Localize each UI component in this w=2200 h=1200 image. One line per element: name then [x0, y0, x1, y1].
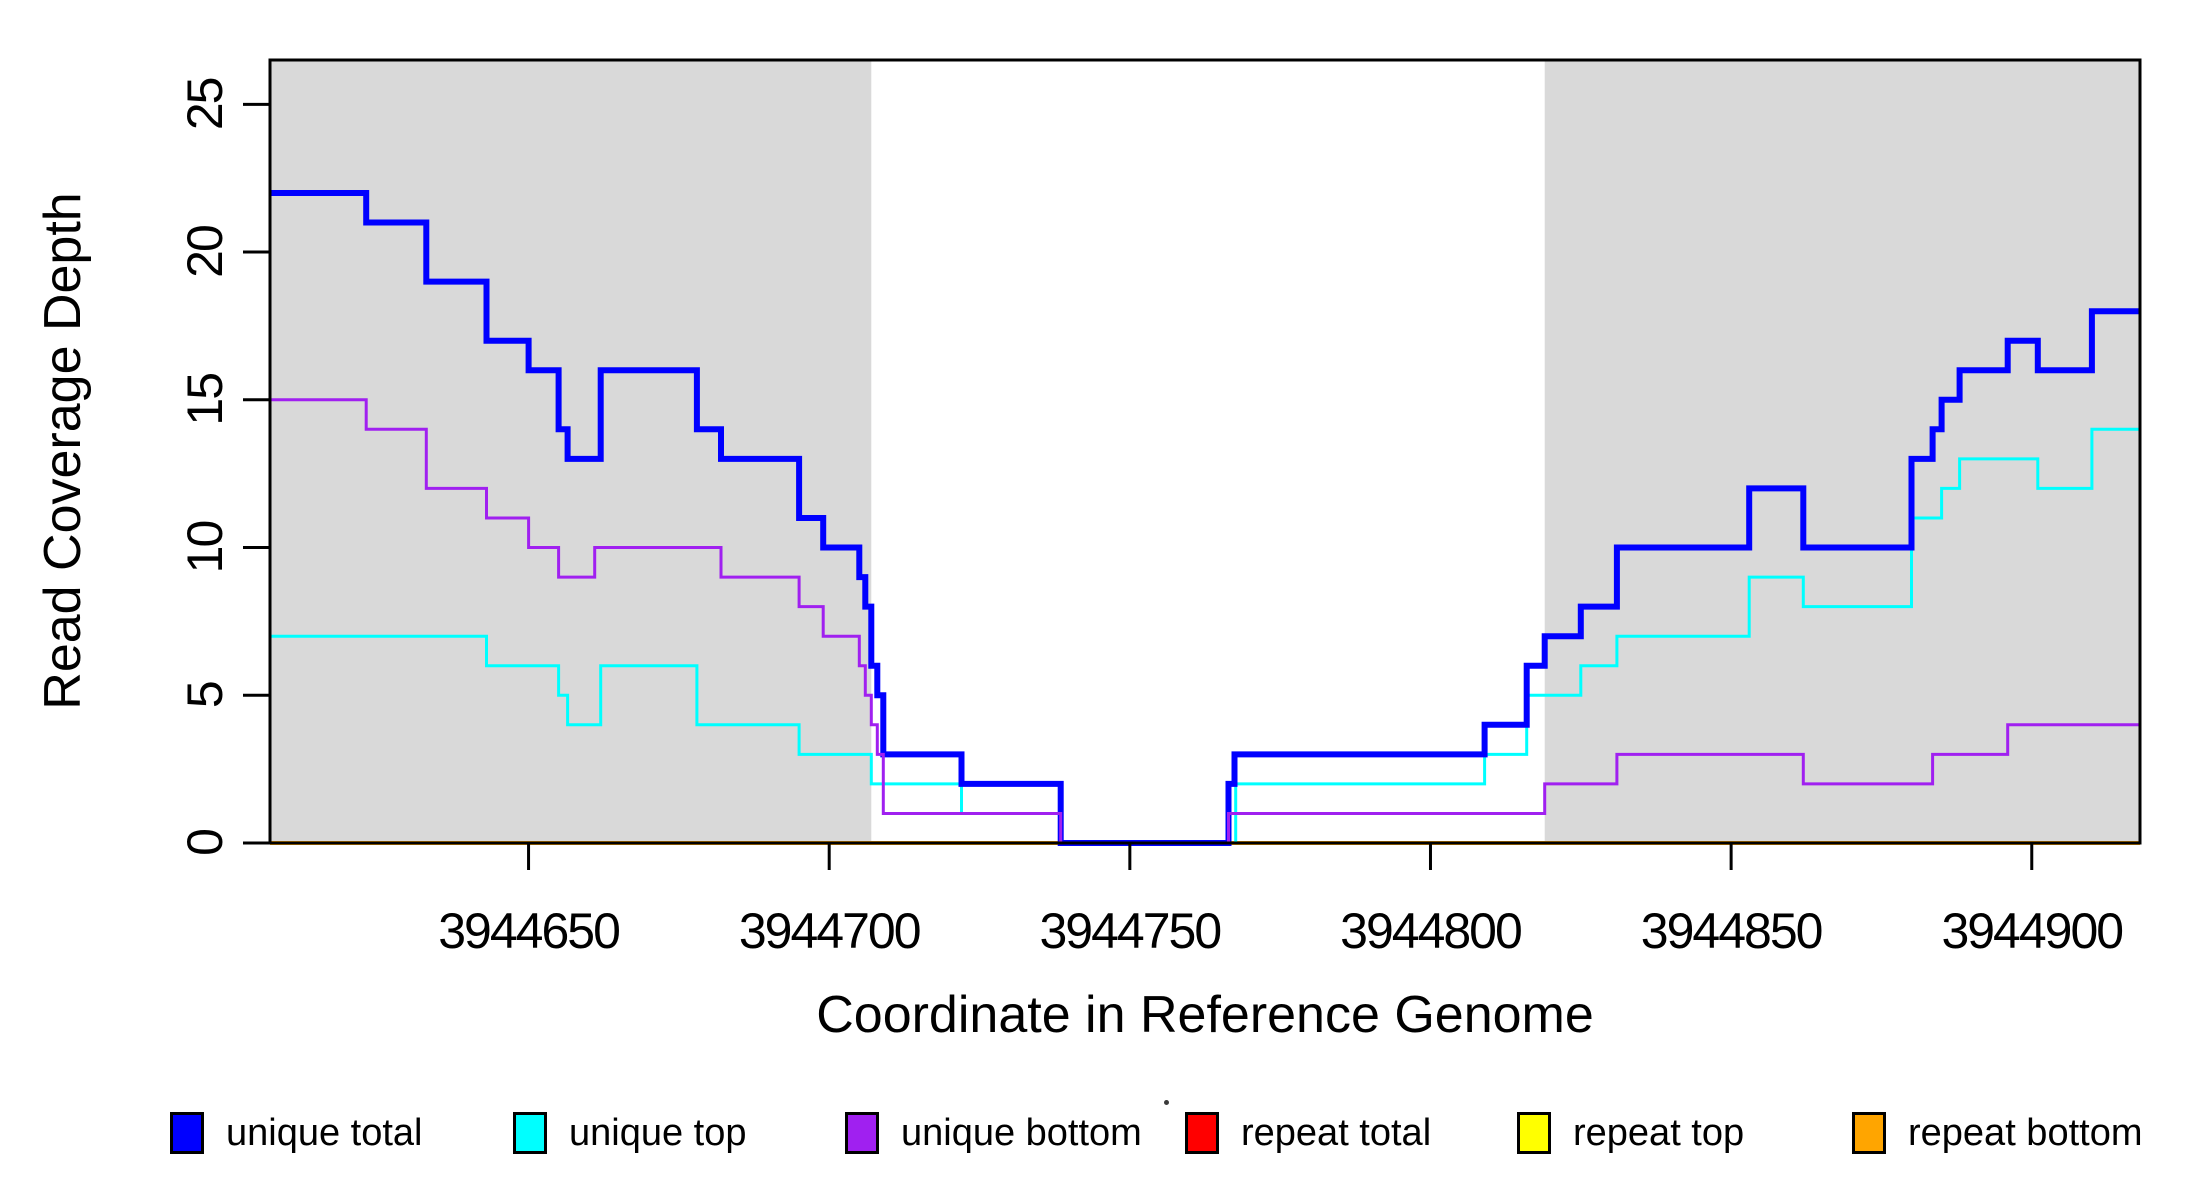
legend-swatch-repeat-bottom — [1852, 1112, 1886, 1154]
legend-item-repeat-total: repeat total — [1185, 1112, 1431, 1154]
axis-ticks: 3944650 3944700 3944750 3944800 3944850 39449… — [177, 78, 2124, 959]
x-tick-label: 3944750 — [1040, 903, 1221, 959]
shaded-region — [270, 60, 872, 843]
y-axis-title: Read Coverage Depth — [34, 192, 92, 709]
y-tick-label: 5 — [177, 682, 233, 708]
legend-swatch-unique-bottom — [845, 1112, 879, 1154]
legend-item-repeat-top: repeat top — [1517, 1112, 1744, 1154]
x-tick-label: 3944800 — [1340, 903, 1521, 959]
shaded-region — [1544, 60, 2140, 843]
series-line-unique-total — [270, 190, 2140, 846]
series-line-unique-bottom — [270, 398, 2140, 845]
x-tick-label: 3944650 — [438, 903, 619, 959]
legend-label: unique top — [569, 1112, 747, 1154]
stray-dot-artifact — [1164, 1100, 1169, 1105]
legend-label: unique total — [226, 1112, 423, 1154]
shaded-regions — [270, 60, 2140, 843]
legend-item-unique-total: unique total — [170, 1112, 423, 1154]
series-line-unique-top — [270, 427, 2140, 845]
legend-label: repeat bottom — [1908, 1112, 2143, 1154]
legend-label: repeat total — [1241, 1112, 1432, 1154]
x-tick-label: 3944850 — [1641, 903, 1822, 959]
legend-item-unique-bottom: unique bottom — [845, 1112, 1142, 1154]
legend-swatch-repeat-total — [1185, 1112, 1219, 1154]
legend-swatch-unique-total — [170, 1112, 204, 1154]
x-tick-label: 3944900 — [1941, 903, 2122, 959]
y-tick-label: 10 — [177, 522, 233, 574]
y-tick-label: 20 — [177, 226, 233, 278]
y-tick-label: 15 — [177, 374, 233, 426]
x-tick-label: 3944700 — [739, 903, 920, 959]
x-axis-title: Coordinate in Reference Genome — [816, 986, 1594, 1044]
plot-border — [268, 58, 2142, 845]
legend-item-unique-top: unique top — [513, 1112, 747, 1154]
y-tick-label: 25 — [177, 78, 233, 130]
legend-item-repeat-bottom: repeat bottom — [1852, 1112, 2142, 1154]
legend-swatch-repeat-top — [1517, 1112, 1551, 1154]
legend-swatch-unique-top — [513, 1112, 547, 1154]
legend-label: unique bottom — [901, 1112, 1142, 1154]
y-tick-label: 0 — [177, 830, 233, 856]
legend-label: repeat top — [1573, 1112, 1745, 1154]
